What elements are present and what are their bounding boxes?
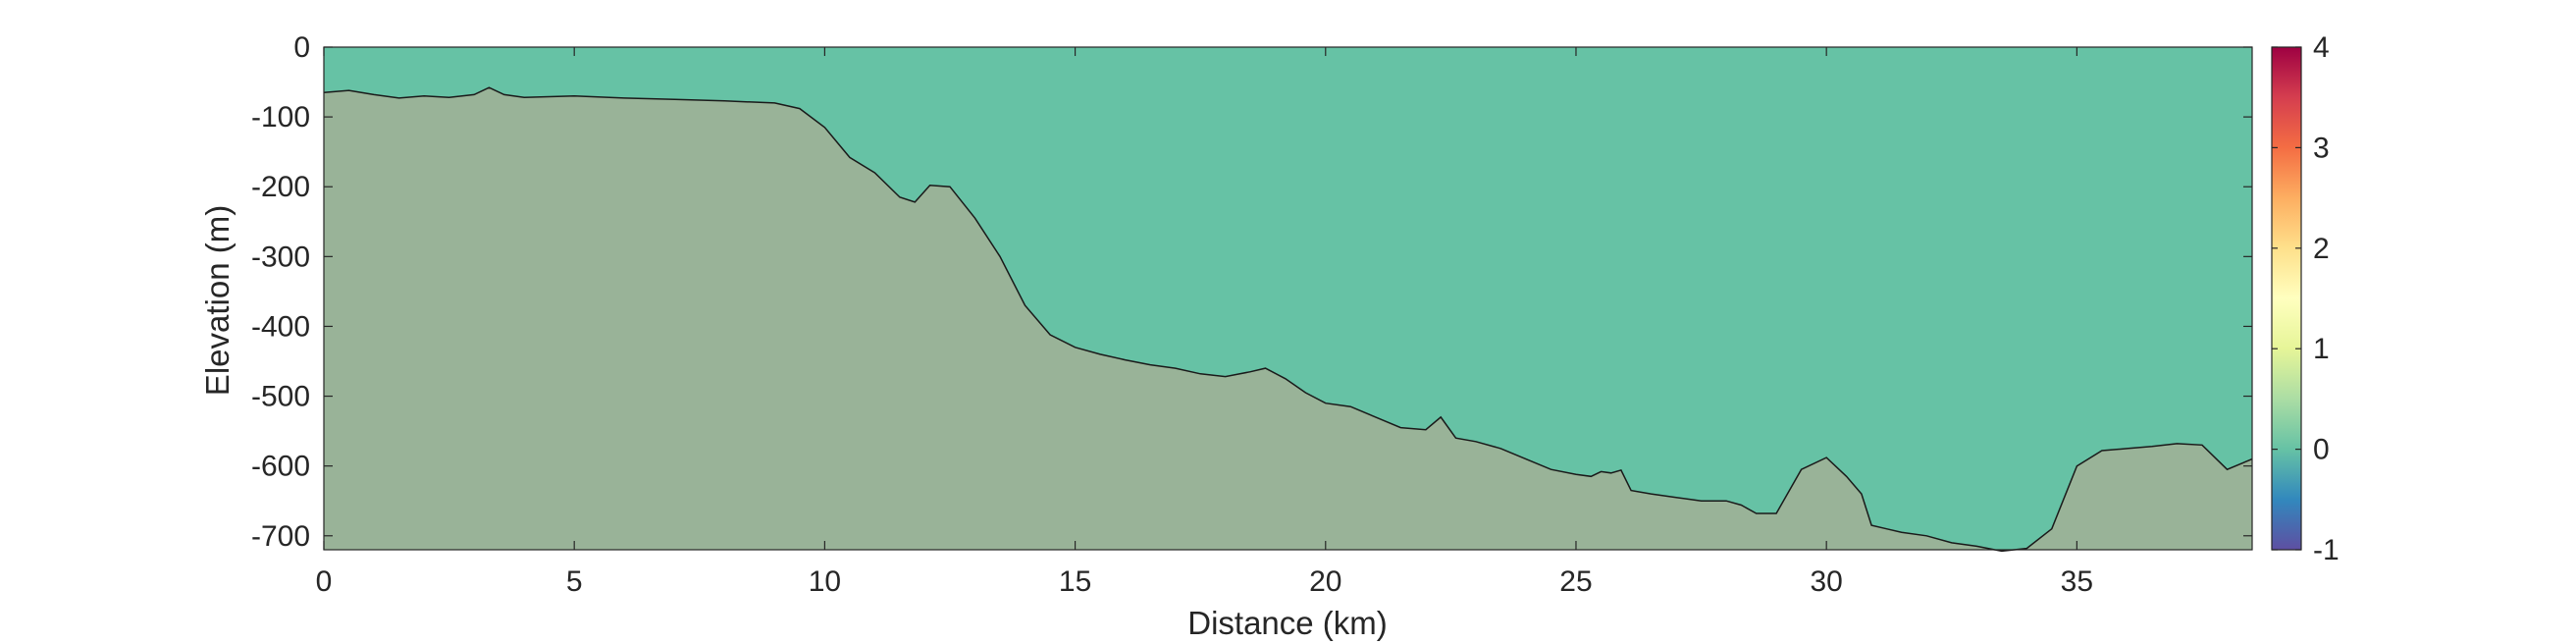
seabed-area [324,87,2252,552]
x-tick-label: 10 [809,565,841,598]
plot-area [323,46,2253,553]
colorbar-tick-label: 2 [2313,233,2330,265]
y-axis-title: Elevation (m) [199,205,236,396]
x-axis-title: Distance (km) [1187,605,1388,641]
colorbar-tick-label: -1 [2313,534,2339,566]
y-tick-label: -400 [251,310,310,343]
colorbar: 4 3 2 1 0 -1 [2271,31,2339,566]
colorbar-tick-label: 0 [2313,434,2330,466]
colorbar-scale [2271,46,2302,551]
x-tick-label: 35 [2061,565,2093,598]
y-tick-label: -300 [251,241,310,273]
y-tick-label: -700 [251,520,310,553]
x-tick-label: 0 [316,565,333,598]
y-tick-label: -500 [251,381,310,413]
y-tick-label: -600 [251,451,310,483]
x-axis: 0 5 10 15 20 25 30 35 [316,47,2093,598]
y-axis: 0 -100 -200 -300 -400 -500 -600 -700 [251,31,2252,553]
y-tick-label: 0 [293,31,310,64]
x-tick-label: 5 [566,565,583,598]
y-tick-label: -100 [251,101,310,134]
x-tick-label: 30 [1810,565,1842,598]
colorbar-tick-label: 4 [2313,31,2330,64]
colorbar-tick-label: 3 [2313,132,2330,164]
y-tick-label: -200 [251,171,310,203]
x-tick-label: 20 [1309,565,1341,598]
x-tick-label: 25 [1559,565,1592,598]
plot-frame [323,46,2253,551]
seabed-line [323,86,2253,553]
colorbar-tick-label: 1 [2313,333,2330,365]
x-tick-label: 15 [1059,565,1091,598]
